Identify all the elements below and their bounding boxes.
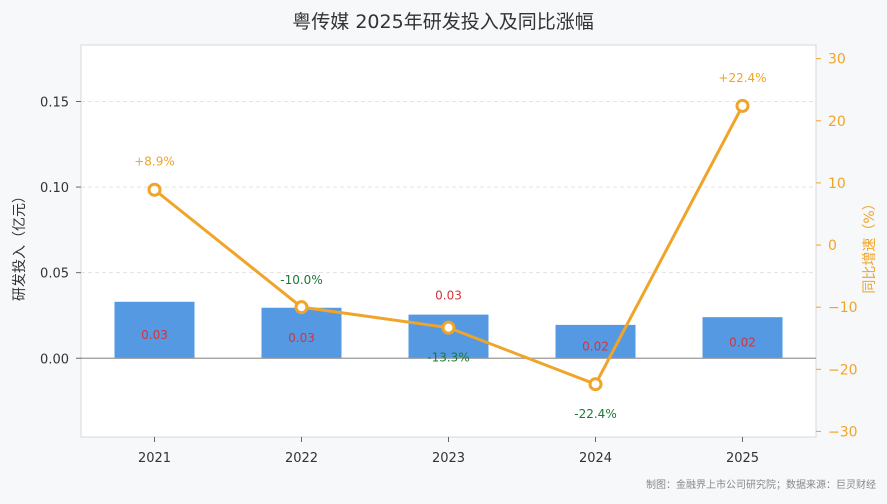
y-axis-left-label: 研发投入（亿元） — [12, 189, 28, 301]
bar — [702, 317, 783, 359]
x-tick-label: 2024 — [579, 451, 612, 466]
y-right-tick-label: 30 — [828, 52, 846, 68]
line-value-label: -10.0% — [280, 273, 322, 287]
y-axis-right-label: 同比增速（%） — [862, 196, 878, 293]
y-left-tick-label: 0.10 — [40, 181, 69, 196]
bar — [555, 324, 636, 359]
x-axis: 2021 2022 2023 2024 2025 — [138, 437, 759, 466]
bar-value-label: 0.03 — [288, 331, 315, 345]
bar-value-label: 0.02 — [582, 340, 609, 354]
x-tick-label: 2022 — [285, 451, 318, 466]
y-right-tick-label: 20 — [828, 114, 846, 130]
x-tick-label: 2025 — [726, 451, 759, 466]
line-value-label: -13.3% — [427, 351, 469, 365]
y-axis-left: 0.00 0.05 0.10 0.15 — [40, 95, 81, 367]
y-right-tick-label: −10 — [828, 300, 858, 316]
bar-value-label: 0.03 — [435, 289, 462, 303]
y-right-tick-label: 0 — [828, 238, 837, 254]
y-left-tick-label: 0.15 — [40, 95, 69, 110]
y-right-tick-label: −20 — [828, 362, 858, 378]
grid-lines — [81, 100, 816, 274]
bar — [261, 307, 342, 359]
line-markers — [147, 98, 750, 392]
y-left-tick-label: 0.00 — [40, 352, 69, 367]
line-marker — [147, 182, 162, 197]
x-tick-label: 2021 — [138, 451, 171, 466]
bar-labels: 0.03 0.03 0.03 0.02 0.02 — [141, 289, 756, 354]
y-left-tick-label: 0.05 — [40, 267, 69, 282]
line-value-label: +8.9% — [134, 155, 175, 169]
x-tick-label: 2023 — [432, 451, 465, 466]
line-marker — [735, 98, 750, 113]
bar-value-label: 0.03 — [141, 328, 168, 342]
bar-value-label: 0.02 — [729, 336, 756, 350]
line-marker — [441, 320, 456, 335]
line-labels: +8.9% -10.0% -13.3% -22.4% +22.4% — [134, 71, 766, 421]
plot-area — [80, 44, 817, 438]
line-value-label: -22.4% — [574, 407, 616, 421]
y-right-tick-label: −30 — [828, 424, 858, 440]
line-value-label: +22.4% — [718, 71, 766, 85]
source-note: 制图：金融界上市公司研究院；数据来源：巨灵财经 — [646, 478, 876, 491]
line-marker — [294, 300, 309, 315]
y-right-tick-label: 10 — [828, 176, 846, 192]
line-marker — [588, 377, 603, 392]
y-axis-right: −30 −20 −10 0 10 20 30 — [816, 52, 858, 440]
bar — [114, 301, 195, 359]
chart-title: 粤传媒 2025年研发投入及同比涨幅 — [292, 11, 593, 33]
